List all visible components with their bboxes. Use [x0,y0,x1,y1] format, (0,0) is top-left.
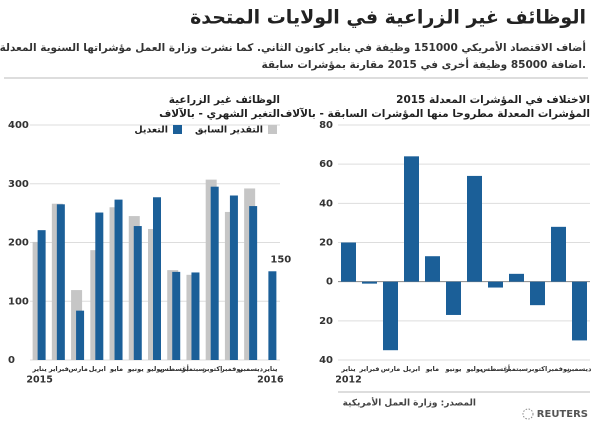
x-tick-label: يوليو [466,365,483,373]
x-tick-label: نوفمبر [546,365,569,373]
bar [341,242,356,282]
bar [172,271,181,360]
bar [56,204,65,360]
x-tick-label: مايو [109,365,123,373]
year-label: 2016 [257,375,284,386]
source: المصدر: وزارة العمل الأمريكية [343,397,476,409]
year-label: 2012 [335,375,361,386]
x-tick-label: يناير [31,365,46,373]
bar [530,281,545,306]
y-tick-label: 20 [319,238,333,249]
x-tick-label: يناير [340,365,355,373]
x-tick-label: ابريل [89,365,106,373]
bar [133,226,142,360]
bar [229,195,238,360]
x-tick-label: يونيو [127,365,144,373]
bar [114,199,123,360]
x-tick-label: ديسمبر [238,365,263,373]
page-subtitle: اضافة 85000 وظيفة أخرى في 2015 مقارنة بم… [262,57,586,71]
x-tick-label: مارس [381,365,400,373]
x-tick-label: فبراير [359,365,380,373]
bar [153,197,161,360]
chart-title: الاختلاف في المؤشرات المعدلة 2015 [396,94,590,106]
x-tick-label: مارس [68,365,87,373]
x-tick-label: ديسمبر [567,365,591,373]
y-tick-label: 60 [319,159,333,170]
bar [210,186,219,360]
y-tick-label: 200 [8,238,29,249]
x-tick-label: أغسطس [481,364,510,373]
x-tick-label: فبراير [48,365,69,373]
x-tick-label: أغسطس [160,364,189,373]
chart-subtitle: التغير الشهري - بالآلاف [159,107,280,120]
y-tick-label: 100 [8,296,29,307]
x-tick-label: سبتمبر [504,365,528,373]
bar [95,212,104,360]
logo-icon [522,408,534,420]
x-tick-label: نوفمبر [220,365,243,373]
y-tick-label: 40 [319,198,333,209]
y-tick-label: 20 [319,316,333,327]
bar [383,281,398,351]
y-tick-label: 0 [326,277,333,288]
legend-label: التعديل [134,125,168,136]
bar [362,281,377,284]
chart-subtitle: المؤشرات المعدلة مطروحا منها المؤشرات ال… [280,107,590,120]
bar [572,281,587,341]
y-tick-label: 300 [8,179,29,190]
y-tick-label: 40 [319,355,333,366]
bar [425,256,440,282]
y-tick-label: 80 [319,120,333,131]
bar [551,226,566,282]
bar [249,206,258,360]
bar [404,156,419,282]
page-title: الوظائف غير الزراعية في الولايات المتحدة [190,7,586,29]
legend-label: التقدير السابق [195,125,263,136]
bar [509,273,524,282]
x-tick-label: مايو [425,365,439,373]
bar [467,175,482,282]
chart-title: الوظائف غير الزراعية [169,94,280,106]
legend-swatch [173,125,182,134]
bar [37,230,46,360]
bar [268,271,277,360]
bar [191,272,200,360]
annotation: 150 [270,254,291,265]
y-tick-label: 0 [8,355,15,366]
bar [76,310,85,360]
x-tick-label: سبتمبر [181,365,205,373]
bar [446,281,461,315]
x-tick-label: ابريل [403,365,420,373]
x-tick-label: يناير [262,365,277,373]
page-subtitle: أضاف الاقتصاد الأمريكي 151000 وظيفة في ي… [0,40,586,54]
y-tick-label: 400 [8,120,29,131]
year-label: 2015 [26,375,52,386]
legend-swatch [268,125,277,134]
logo: REUTERS [537,409,588,420]
x-tick-label: اكتوبر [202,365,223,373]
x-tick-label: يوليو [146,365,163,373]
x-tick-label: اكتوبر [527,365,548,373]
x-tick-label: يونيو [445,365,462,373]
bar [488,281,503,288]
